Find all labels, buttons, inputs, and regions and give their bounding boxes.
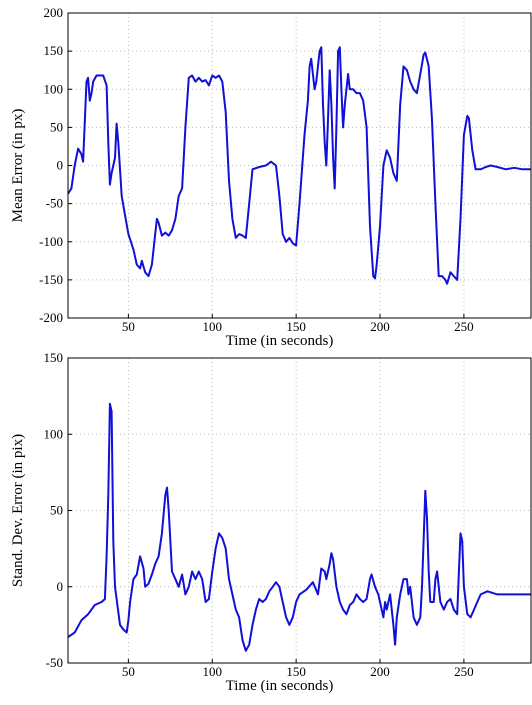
x-tick-label: 100 [203, 664, 223, 679]
plot-area [68, 13, 531, 318]
y-tick-label: 50 [50, 119, 63, 134]
x-tick-label: 200 [370, 319, 390, 334]
x-tick-label: 150 [286, 664, 306, 679]
plot-area [68, 358, 531, 663]
x-tick-label: 100 [203, 319, 223, 334]
x-tick-label: 50 [122, 319, 135, 334]
y-tick-label: 0 [57, 158, 64, 173]
x-tick-label: 50 [122, 664, 135, 679]
y-tick-label: 100 [44, 81, 64, 96]
x-tick-label: 150 [286, 319, 306, 334]
y-tick-label: 150 [44, 350, 64, 365]
data-line [67, 46, 531, 285]
y-axis-label: Stand. Dev. Error (in pix) [10, 434, 26, 587]
x-axis-label: Time (in seconds) [226, 678, 334, 694]
y-tick-label: -50 [46, 196, 63, 211]
x-tick-label: 200 [370, 664, 390, 679]
y-tick-label: 100 [44, 426, 64, 441]
y-tick-label: 200 [44, 5, 64, 20]
y-tick-label: -50 [46, 655, 63, 670]
y-tick-label: 0 [57, 579, 64, 594]
y-tick-label: -150 [39, 272, 63, 287]
y-axis-label: Mean Error (in px) [10, 109, 26, 223]
y-tick-label: 150 [44, 43, 64, 58]
y-tick-label: 50 [50, 503, 63, 518]
y-tick-label: -100 [39, 234, 63, 249]
x-axis-label: Time (in seconds) [226, 333, 334, 349]
plot-frame [67, 357, 532, 664]
data-line [67, 402, 531, 652]
x-tick-label: 250 [454, 664, 474, 679]
y-tick-label: -200 [39, 310, 63, 325]
x-tick-label: 250 [454, 319, 474, 334]
plot-frame [67, 12, 532, 319]
